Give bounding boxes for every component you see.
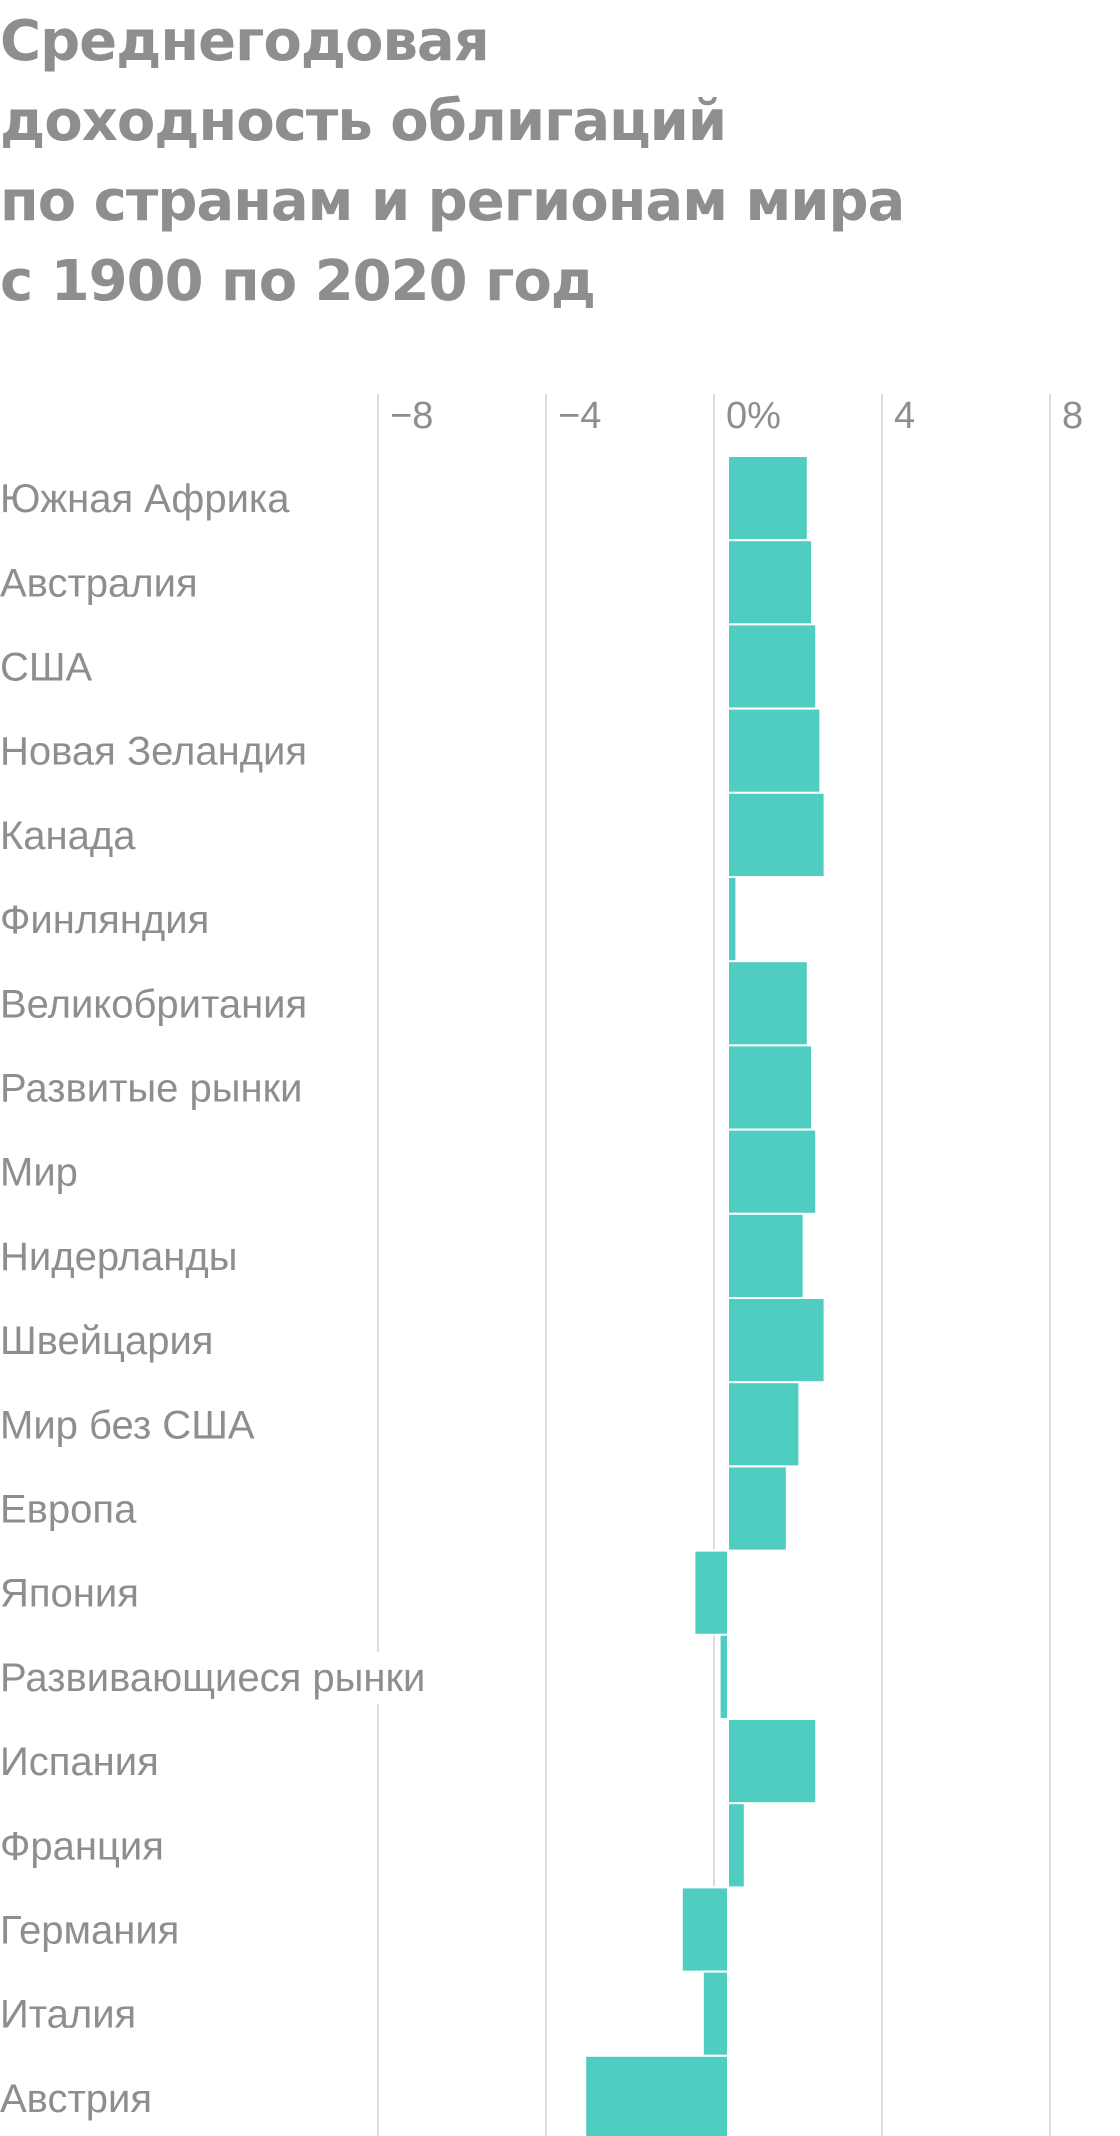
- label-background: [0, 1904, 188, 1957]
- bar: [584, 2054, 730, 2136]
- category-label: Развитые рынки: [0, 1067, 302, 1111]
- category-label: Европа: [0, 1488, 137, 1532]
- bar: [727, 1381, 801, 1468]
- label-background: [0, 725, 316, 778]
- category-label: Испания: [0, 1740, 159, 1784]
- bar: [727, 1718, 818, 1805]
- category-label-layer: Южная Африка Австралия США Новая Зеландия Ка…: [0, 473, 434, 2125]
- category-label: Южная Африка: [0, 477, 290, 521]
- label-background: [0, 473, 299, 526]
- category-label: Мир без США: [0, 1403, 255, 1447]
- x-tick-label: 0%: [726, 395, 781, 437]
- label-background: [0, 1062, 311, 1115]
- category-label: Нидерланды: [0, 1235, 237, 1279]
- x-tick-label: 4: [894, 395, 915, 437]
- category-label: Великобритания: [0, 982, 307, 1026]
- bar: [727, 623, 818, 710]
- bar: [727, 1044, 813, 1131]
- bar: [701, 1970, 729, 2057]
- bar-layer: [584, 455, 826, 2136]
- category-label: Германия: [0, 1909, 179, 1953]
- bar: [727, 707, 822, 794]
- chart-title-line: доходность облигаций: [0, 89, 727, 154]
- chart-title-line: Среднегодовая: [0, 9, 490, 74]
- bar: [727, 539, 813, 626]
- bar: [727, 791, 826, 878]
- category-label: Швейцария: [0, 1319, 213, 1363]
- grid-layer: [377, 394, 1051, 2136]
- label-background: [0, 894, 218, 947]
- label-background: [0, 1567, 147, 1620]
- label-background: [0, 1988, 145, 2041]
- bar: [727, 876, 738, 963]
- bar: [693, 1549, 730, 1636]
- label-background: [0, 978, 316, 1031]
- label-background: [0, 1651, 434, 1704]
- label-background: [0, 809, 145, 862]
- bar: [727, 960, 809, 1047]
- label-background: [0, 1399, 263, 1452]
- chart-title-line: по странам и регионам мира: [0, 169, 905, 234]
- label-background: [0, 557, 206, 610]
- label-background: [0, 1315, 222, 1368]
- bar: [727, 455, 809, 542]
- category-label: Новая Зеландия: [0, 730, 307, 774]
- label-background: [0, 1736, 167, 1789]
- bar: [727, 1297, 826, 1384]
- chart-title-line: с 1900 по 2020 год: [0, 249, 596, 314]
- bar: [718, 1633, 729, 1721]
- category-label: Франция: [0, 1824, 164, 1868]
- category-label: Канада: [0, 814, 136, 858]
- category-label: США: [0, 646, 93, 690]
- category-label: Италия: [0, 1993, 136, 2037]
- chart-title: Среднегодовая доходность облигаций по ст…: [0, 2, 1110, 322]
- category-label: Развивающиеся рынки: [0, 1656, 425, 1700]
- label-background: [0, 1146, 86, 1199]
- x-tick-label: −8: [390, 395, 433, 437]
- category-label: Япония: [0, 1572, 139, 1616]
- category-label: Финляндия: [0, 898, 209, 942]
- bar: [727, 1212, 805, 1300]
- tick-label-layer: −8 −4 0% 4 8: [390, 395, 1083, 437]
- bar: [727, 1465, 788, 1552]
- label-background: [0, 1483, 146, 1536]
- label-background: [0, 1230, 246, 1283]
- bar: [727, 1802, 746, 1889]
- label-background: [0, 2072, 161, 2125]
- x-tick-label: −4: [558, 395, 601, 437]
- category-label: Мир: [0, 1151, 78, 1195]
- category-label: Австралия: [0, 561, 198, 605]
- label-background: [0, 1820, 172, 1873]
- label-background: [0, 641, 101, 694]
- bar: [727, 1128, 818, 1215]
- bar: [680, 1886, 729, 1973]
- category-label: Австрия: [0, 2077, 152, 2121]
- x-tick-label: 8: [1062, 395, 1083, 437]
